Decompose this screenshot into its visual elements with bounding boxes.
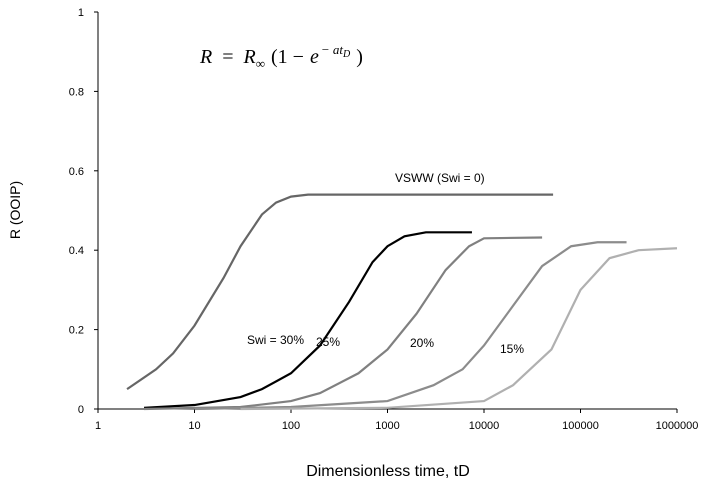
y-tick-label: 0 — [78, 404, 84, 416]
y-tick-label: 0.6 — [69, 166, 84, 178]
formula-part: (1 − — [271, 46, 304, 68]
formula-part: ) — [356, 46, 363, 68]
y-tick-label: 0.4 — [69, 245, 84, 257]
formula: R = R∞ (1 − e − atD) — [199, 42, 363, 71]
series-line — [194, 241, 627, 411]
formula-part: R — [199, 46, 212, 68]
series-line — [143, 231, 472, 409]
x-tick-label: 1000000 — [656, 420, 699, 432]
x-axis-title: Dimensionless time, tD — [306, 463, 470, 480]
formula-part: − at — [321, 42, 344, 57]
formula-part: R — [243, 46, 256, 68]
series-label: 15% — [500, 342, 524, 356]
y-tick-label: 0.2 — [69, 325, 84, 337]
x-tick-label: 1 — [95, 420, 101, 432]
x-tick-label: 100 — [282, 420, 300, 432]
series-line — [240, 247, 678, 411]
series-label: 20% — [410, 336, 434, 350]
formula-part: D — [342, 49, 351, 60]
series-line — [144, 236, 543, 411]
series-label: VSWW (Swi = 0) — [395, 171, 485, 185]
x-tick-label: 100000 — [562, 420, 599, 432]
x-tick-label: 1000 — [375, 420, 399, 432]
y-tick-label: 1 — [78, 7, 84, 19]
y-tick-label: 0.8 — [69, 86, 84, 98]
series-label: 25% — [316, 335, 340, 349]
x-tick-label: 10 — [188, 420, 200, 432]
series-line — [126, 193, 554, 391]
formula-part: ∞ — [256, 56, 265, 71]
x-tick-label: 10000 — [469, 420, 500, 432]
formula-part: e — [310, 46, 319, 68]
y-axis-title: R (OOIP) — [7, 181, 23, 239]
series-label: Swi = 30% — [247, 333, 304, 347]
formula-part: = — [222, 46, 233, 68]
